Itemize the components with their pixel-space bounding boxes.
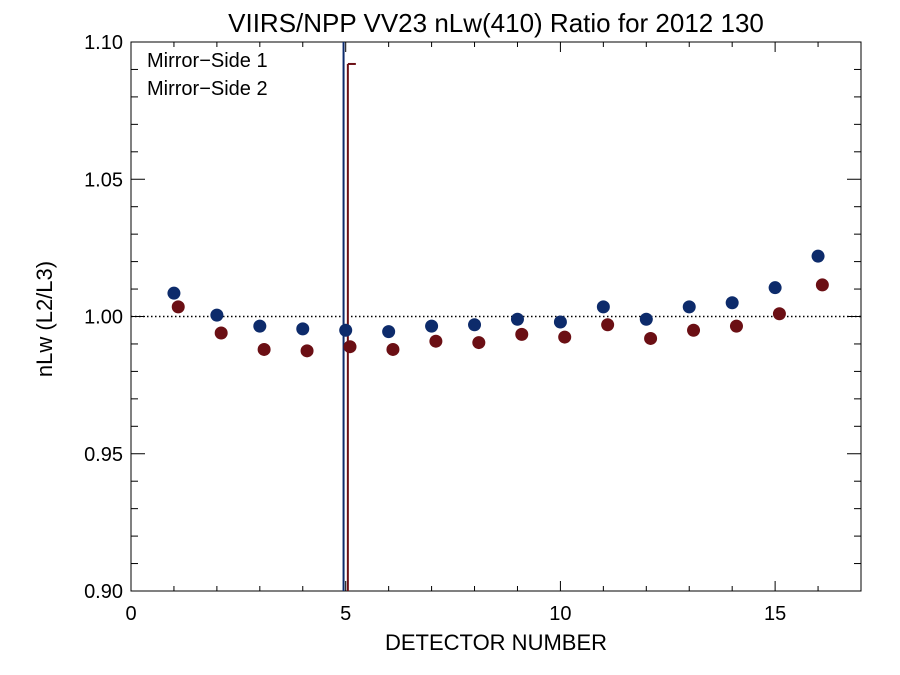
legend-label-mirror-side-1: Mirror−Side 1: [147, 50, 268, 72]
mirror-side-1-point: [596, 300, 610, 314]
x-tick-label: 0: [125, 603, 136, 625]
plot-area: 0 5 10 15 0.90 0.95 1.00 1.05 1.10: [84, 32, 862, 625]
y-tick-label: 0.90: [84, 581, 123, 603]
mirror-side-1-point: [425, 319, 439, 333]
legend: Mirror−Side 1 Mirror−Side 2: [147, 50, 268, 100]
mirror-side-1-point: [725, 296, 739, 310]
mirror-side-2-point: [214, 326, 228, 340]
mirror-side-2-point: [601, 318, 615, 332]
mirror-side-1-point: [768, 281, 782, 295]
x-tick-label: 10: [549, 603, 571, 625]
mirror-side-1-point: [811, 249, 825, 263]
x-tick-label: 15: [764, 603, 786, 625]
mirror-side-1-point: [553, 315, 567, 329]
mirror-side-2-point: [429, 334, 443, 348]
mirror-side-1-point: [382, 325, 396, 339]
y-tick-label: 1.05: [84, 169, 123, 191]
chart-title: VIIRS/NPP VV23 nLw(410) Ratio for 2012 1…: [228, 8, 764, 38]
mirror-side-1-point: [339, 323, 353, 337]
y-axis-label: nLw (L2/L3): [32, 261, 57, 377]
mirror-side-2-point: [515, 327, 529, 341]
x-axis-label: DETECTOR NUMBER: [385, 630, 607, 655]
mirror-side-1-point: [510, 312, 524, 326]
mirror-side-2-point: [772, 307, 786, 321]
mirror-side-2-point: [729, 319, 743, 333]
mirror-side-1-point: [639, 312, 653, 326]
mirror-side-2-point: [644, 331, 658, 345]
mirror-side-1-point: [253, 319, 267, 333]
mirror-side-2-point: [815, 278, 829, 292]
mirror-side-2-point: [257, 342, 271, 356]
legend-label-mirror-side-2: Mirror−Side 2: [147, 78, 268, 100]
y-tick-label: 1.00: [84, 307, 123, 329]
y-tick-label: 0.95: [84, 444, 123, 466]
y-tick-label: 1.10: [84, 32, 123, 54]
mirror-side-2-point: [343, 340, 357, 354]
mirror-side-2-point: [472, 336, 486, 350]
mirror-side-1-point: [210, 308, 224, 322]
x-tick-label: 5: [340, 603, 351, 625]
mirror-side-2-point: [171, 300, 185, 314]
mirror-side-1-point: [296, 322, 310, 336]
mirror-side-2-point: [687, 323, 701, 337]
mirror-side-1-point: [167, 286, 181, 300]
mirror-side-1-point: [468, 318, 482, 332]
mirror-side-1-point: [682, 300, 696, 314]
mirror-side-2-point: [386, 342, 400, 356]
mirror-side-2-point: [558, 330, 572, 344]
mirror-side-2-point: [300, 344, 314, 358]
